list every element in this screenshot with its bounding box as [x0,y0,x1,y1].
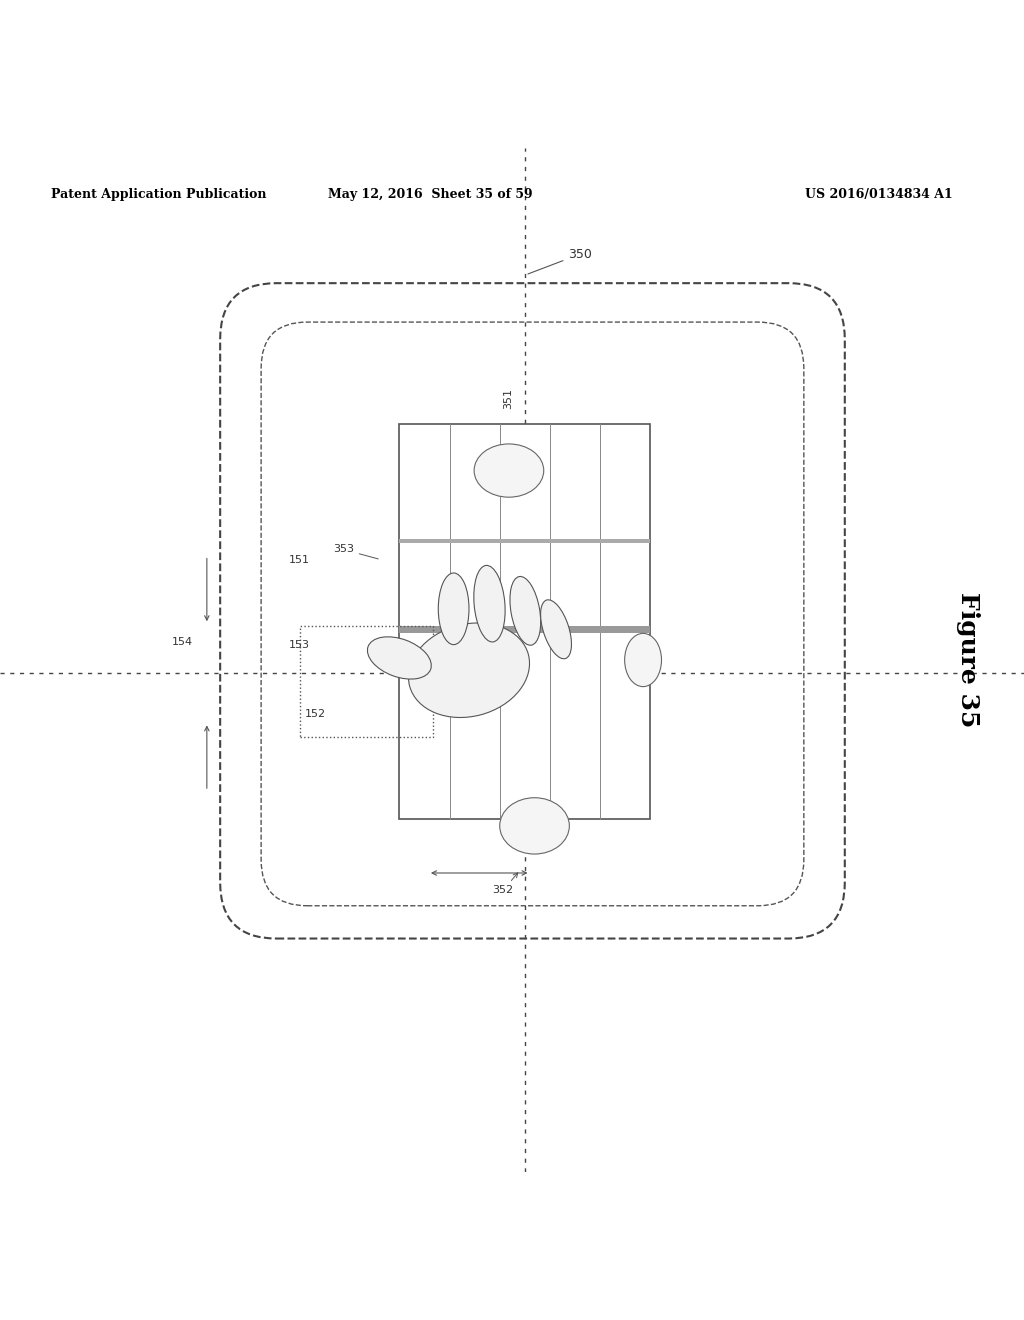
Ellipse shape [474,565,505,642]
Text: 154: 154 [172,636,193,647]
Text: 152: 152 [305,709,326,719]
Bar [399,626,650,634]
Text: 351: 351 [503,388,513,409]
Bar [300,626,433,737]
Ellipse shape [409,623,529,718]
Text: Patent Application Publication: Patent Application Publication [51,187,266,201]
Text: 151: 151 [289,554,309,565]
Text: 353: 353 [333,544,378,558]
Ellipse shape [510,577,541,645]
Text: 352: 352 [493,873,518,895]
Bar [399,539,650,543]
Text: US 2016/0134834 A1: US 2016/0134834 A1 [805,187,952,201]
Text: 350: 350 [528,248,592,275]
Ellipse shape [625,634,662,686]
Text: 153: 153 [289,640,309,649]
Text: May 12, 2016  Sheet 35 of 59: May 12, 2016 Sheet 35 of 59 [328,187,532,201]
Text: Figure 35: Figure 35 [955,593,980,727]
Ellipse shape [474,444,544,498]
Ellipse shape [438,573,469,644]
Bar [399,425,650,818]
Ellipse shape [368,636,431,678]
Ellipse shape [500,797,569,854]
Ellipse shape [541,599,571,659]
